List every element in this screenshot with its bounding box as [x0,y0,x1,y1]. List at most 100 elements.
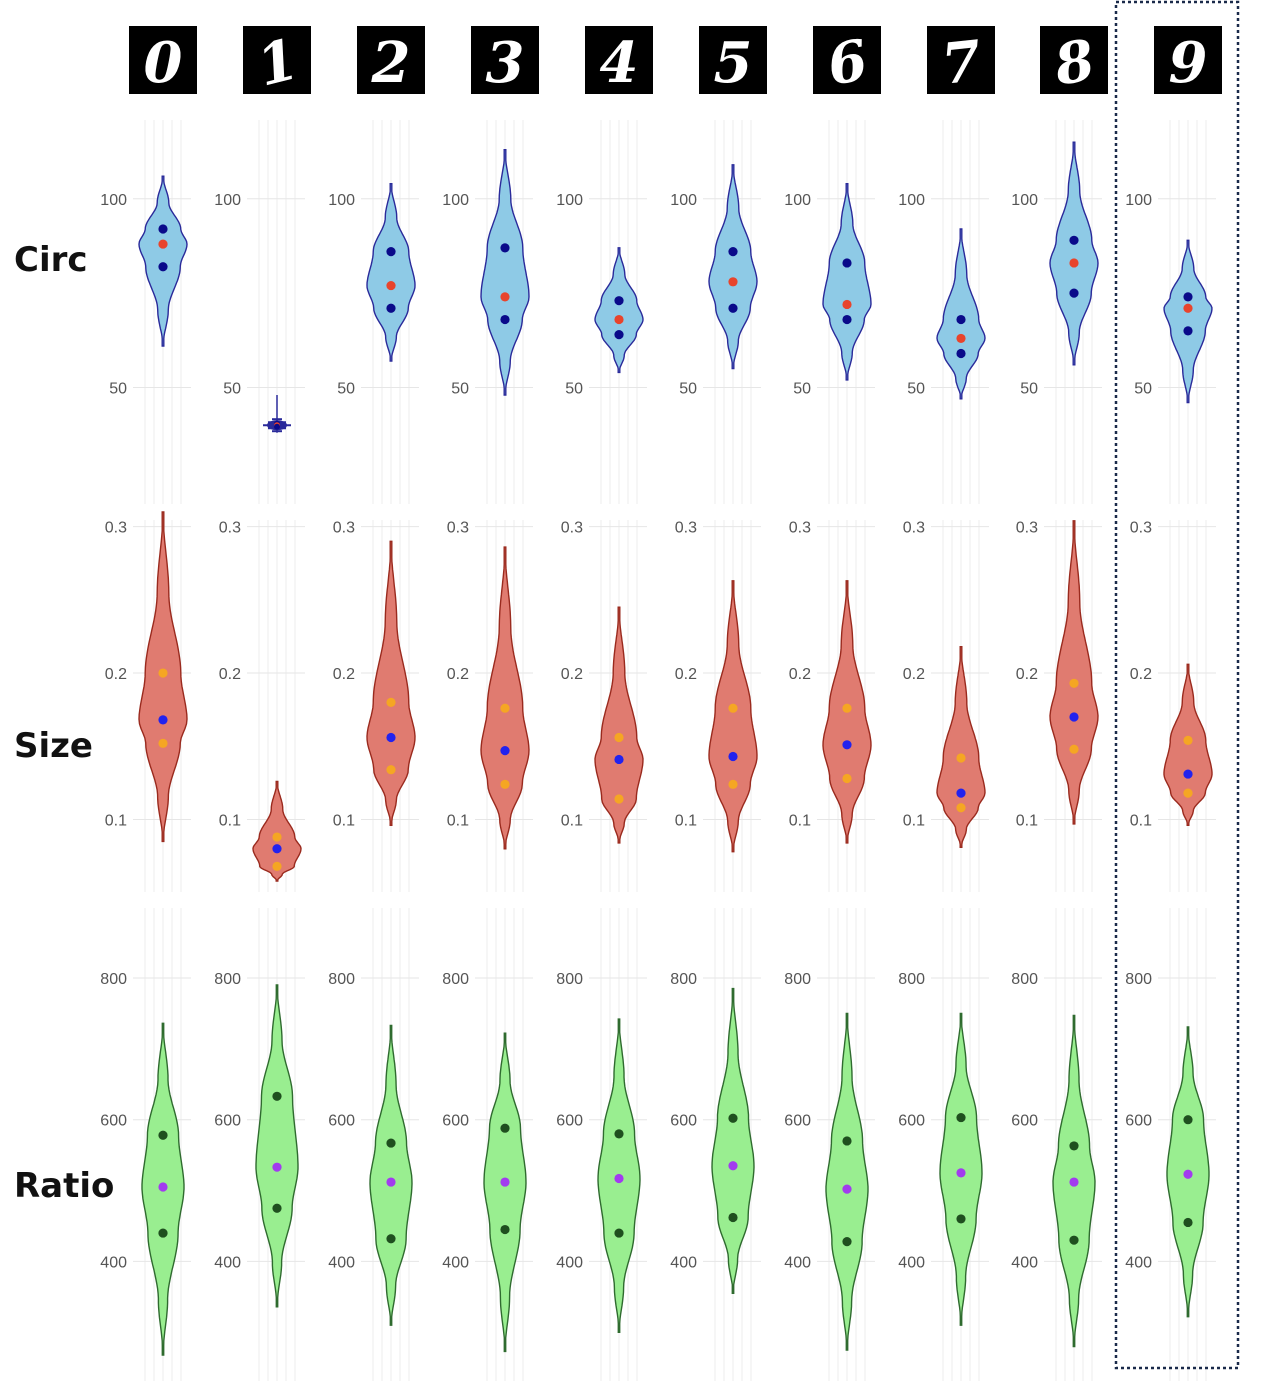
circ-q3-point-5 [728,247,738,257]
y-tick-label: 0.3 [1130,520,1152,537]
y-tick-label: 800 [670,971,697,988]
digit-glyph: 7 [938,28,984,98]
y-tick-label: 0.1 [447,812,469,829]
size-mean-point-7 [956,788,966,798]
size-q3-point-8 [1069,678,1079,688]
y-tick-label: 0.2 [105,666,127,683]
circ-q3-point-4 [614,296,624,306]
ratio-q3-point-1 [272,1091,282,1101]
highlight-box-digit-9 [1114,0,1240,1370]
y-tick-label: 100 [670,192,697,209]
digit-image-bg [357,26,425,94]
y-tick-label: 600 [784,1113,811,1130]
y-tick-label: 0.1 [903,812,925,829]
size-mean-point-4 [614,754,624,765]
violin-size-3 [480,546,530,850]
violin-size-5 [708,580,758,853]
ratio-q1-point-1 [272,1203,282,1213]
digit-glyph: 2 [371,30,411,96]
ratio-q3-point-7 [956,1112,966,1123]
ratio-mean-point-9 [1183,1169,1193,1179]
y-tick-label: 0.1 [105,812,127,829]
violin-circ-8 [1049,141,1099,366]
ratio-q1-point-7 [956,1214,966,1224]
digit-image-bg [1040,26,1108,94]
y-tick-label: 800 [328,971,355,988]
circ-q1-point-7 [956,348,966,359]
violin-circ-2 [366,183,416,362]
digit-glyph: 5 [714,30,753,96]
digit-image-3: 3 [471,26,539,96]
ratio-q3-point-0 [158,1130,168,1140]
y-tick-label: 0.3 [561,520,583,537]
ratio-q3-point-3 [500,1123,510,1133]
y-tick-label: 600 [214,1113,241,1130]
y-tick-labels: 50 100 50 100 50 100 50 100 50 100 50 100 50 100 50 100… [100,192,1152,1272]
y-tick-label: 100 [898,192,925,209]
y-tick-label: 0.1 [675,812,697,829]
circ-mean-point-9 [1183,303,1193,313]
size-q1-point-1 [272,861,282,871]
digit-image-bg [699,26,767,94]
digit-image-bg [927,26,995,94]
size-q1-point-5 [728,779,738,789]
circ-q1-point-4 [614,330,624,340]
ratio-q1-point-9 [1183,1217,1193,1228]
ratio-mean-point-0 [158,1182,168,1192]
circ-q1-point-1 [274,423,280,430]
size-q3-point-1 [272,832,282,842]
ratio-q1-point-3 [500,1224,510,1235]
violin-size-7 [936,646,986,848]
digit-glyph: 0 [144,30,183,96]
y-tick-label: 400 [670,1254,697,1271]
y-tick-label: 400 [556,1254,583,1271]
circ-q1-point-5 [728,303,738,313]
size-q1-point-8 [1069,744,1079,754]
ratio-q3-point-2 [386,1138,396,1148]
circ-mean-point-4 [614,314,624,325]
digit-image-bg [585,26,653,94]
summary-points-layer [158,224,1193,1247]
y-tick-label: 50 [1020,380,1038,397]
size-mean-point-9 [1183,769,1193,779]
y-tick-label: 100 [556,192,583,209]
y-tick-label: 100 [328,192,355,209]
size-mean-point-2 [386,732,396,743]
circ-q3-point-8 [1069,235,1079,245]
y-tick-label: 400 [328,1254,355,1271]
circ-q1-point-8 [1069,288,1079,298]
y-tick-label: 0.1 [789,812,811,829]
y-tick-label: 50 [679,380,697,397]
y-tick-label: 800 [898,971,925,988]
y-tick-label: 800 [442,971,469,988]
y-tick-label: 0.1 [1016,812,1038,829]
y-tick-label: 400 [214,1254,241,1271]
y-tick-label: 400 [898,1254,925,1271]
circ-mean-point-0 [158,239,168,249]
y-tick-label: 800 [784,971,811,988]
y-tick-label: 400 [1125,1254,1152,1271]
row-label-ratio: Ratio [14,1166,115,1206]
circ-q1-point-0 [158,262,168,272]
violin-circ-5 [708,164,758,370]
y-tick-label: 100 [214,192,241,209]
y-tick-label: 400 [442,1254,469,1271]
digit-image-2: 2 [357,26,425,96]
circ-mean-point-7 [956,333,966,344]
violin-circ-4 [594,247,644,374]
ratio-q1-point-5 [728,1212,738,1223]
y-tick-label: 0.3 [789,520,811,537]
violin-ratio-3 [483,1032,527,1353]
violin-ratio-5 [711,987,755,1294]
ratio-q1-point-8 [1069,1235,1079,1245]
violin-circ-0 [138,175,188,347]
y-tick-label: 0.2 [675,666,697,683]
ratio-q1-point-2 [386,1234,396,1244]
size-q3-point-6 [842,703,852,713]
digit-image-bg [243,26,311,94]
ratio-mean-point-2 [386,1177,396,1187]
digit-image-bg [1154,26,1222,94]
y-tick-label: 400 [784,1254,811,1271]
y-tick-label: 0.3 [447,520,469,537]
